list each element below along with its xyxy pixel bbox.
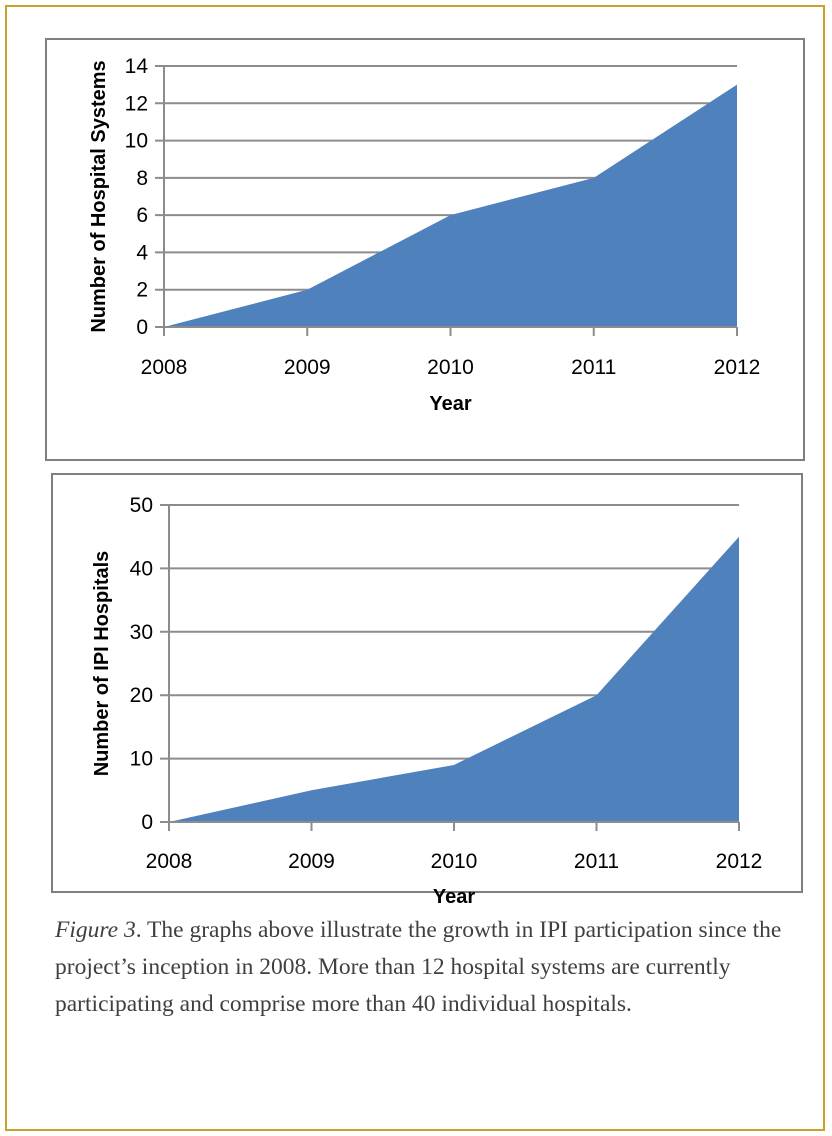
area-series (169, 536, 739, 822)
x-tick-label: 2009 (284, 356, 331, 379)
y-tick-label: 12 (125, 92, 148, 115)
x-tick-label: 2012 (714, 356, 761, 379)
hospital-systems-chart: 0 2 4 6 8 10 12 14 2008 2009 2010 2011 2012 Year Numbe… (45, 38, 805, 461)
x-tick-label: 2008 (146, 850, 193, 873)
x-tick-label: 2011 (571, 356, 616, 379)
x-axis-title: Year (429, 393, 471, 415)
y-tick-label: 4 (136, 241, 148, 264)
y-axis-title: Number of Hospital Systems (88, 60, 110, 332)
y-tick-label: 6 (136, 204, 148, 227)
hospital-systems-chart-svg: 0 2 4 6 8 10 12 14 2008 2009 2010 2011 2012 Year Numbe… (88, 55, 761, 415)
caption-label: Figure 3 (55, 917, 136, 943)
x-tick-label: 2010 (427, 356, 474, 379)
y-tick-label: 8 (136, 167, 148, 190)
ipi-hospitals-chart-svg: 0 10 20 30 40 50 2008 2009 2010 2011 2012 Year Numbe… (91, 494, 763, 908)
x-tick-label: 2010 (431, 850, 478, 873)
y-tick-label: 10 (125, 130, 148, 153)
figure-caption: Figure 3. The graphs above illustrate th… (55, 912, 795, 1023)
x-tick-label: 2009 (288, 850, 335, 873)
y-tick-label: 20 (130, 684, 153, 707)
y-tick-label: 14 (125, 55, 149, 78)
y-tick-label: 0 (136, 316, 148, 339)
y-tick-label: 10 (130, 748, 153, 771)
y-tick-label: 50 (130, 494, 153, 517)
x-axis-title: Year (433, 886, 475, 908)
caption-text: . The graphs above illustrate the growth… (55, 917, 782, 1017)
y-tick-label: 2 (136, 279, 148, 302)
ipi-hospitals-chart: 0 10 20 30 40 50 2008 2009 2010 2011 2012 Year Numbe… (51, 473, 803, 908)
y-axis-title: Number of IPI Hospitals (91, 551, 113, 777)
y-tick-label: 30 (130, 621, 153, 644)
x-tick-label: 2008 (141, 356, 188, 379)
y-tick-label: 40 (130, 557, 153, 580)
figure-frame: 0 2 4 6 8 10 12 14 2008 2009 2010 2011 2012 Year Numbe… (5, 5, 825, 1131)
y-tick-label: 0 (141, 811, 153, 834)
x-tick-label: 2012 (716, 850, 763, 873)
area-series (164, 84, 737, 327)
x-tick-label: 2011 (574, 850, 619, 873)
